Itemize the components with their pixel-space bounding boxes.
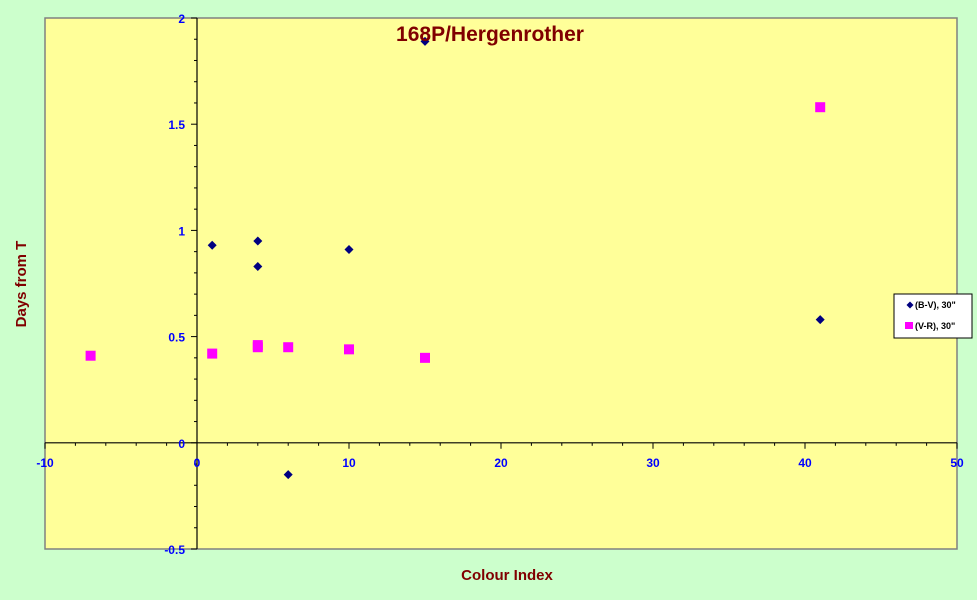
data-point-bv [207,240,217,250]
x-tick-label: 10 [342,456,356,470]
data-point-bv [253,262,263,272]
x-tick-label: 30 [646,456,660,470]
legend-label-vr: (V-R), 30" [915,321,955,331]
y-tick-label: -0.5 [164,543,185,557]
x-tick-label: -10 [36,456,54,470]
legend-marker-bv [906,301,914,309]
x-tick-label: 0 [194,456,201,470]
data-point-vr [252,342,263,353]
data-point-bv [815,315,825,325]
legend-label-bv: (B-V), 30" [915,300,956,310]
data-point-bv [420,36,430,46]
data-point-vr [420,352,430,363]
data-point-vr [283,342,294,353]
data-point-bv [283,470,293,480]
y-tick-label: 0 [178,437,185,451]
data-point-vr [85,350,96,361]
y-tick-label: 0.5 [168,331,185,345]
y-tick-label: 1.5 [168,118,185,132]
legend: (B-V), 30" (V-R), 30" [893,293,973,339]
chart-title: 168P/Hergenrother [396,23,584,46]
x-tick-label: 20 [494,456,508,470]
y-tick-label: 2 [178,12,185,26]
data-point-vr [815,102,826,113]
data-point-vr [344,344,354,355]
x-tick-label: 40 [798,456,812,470]
y-tick-label: 1 [178,224,185,238]
x-axis-title: Colour Index [461,567,553,584]
x-tick-label: 50 [950,456,964,470]
data-point-vr [207,348,218,359]
legend-marker-vr [905,322,913,329]
data-point-bv [344,245,354,255]
legend-box [893,293,973,339]
data-point-bv [253,236,263,246]
y-axis-title: Days from T [13,241,30,328]
